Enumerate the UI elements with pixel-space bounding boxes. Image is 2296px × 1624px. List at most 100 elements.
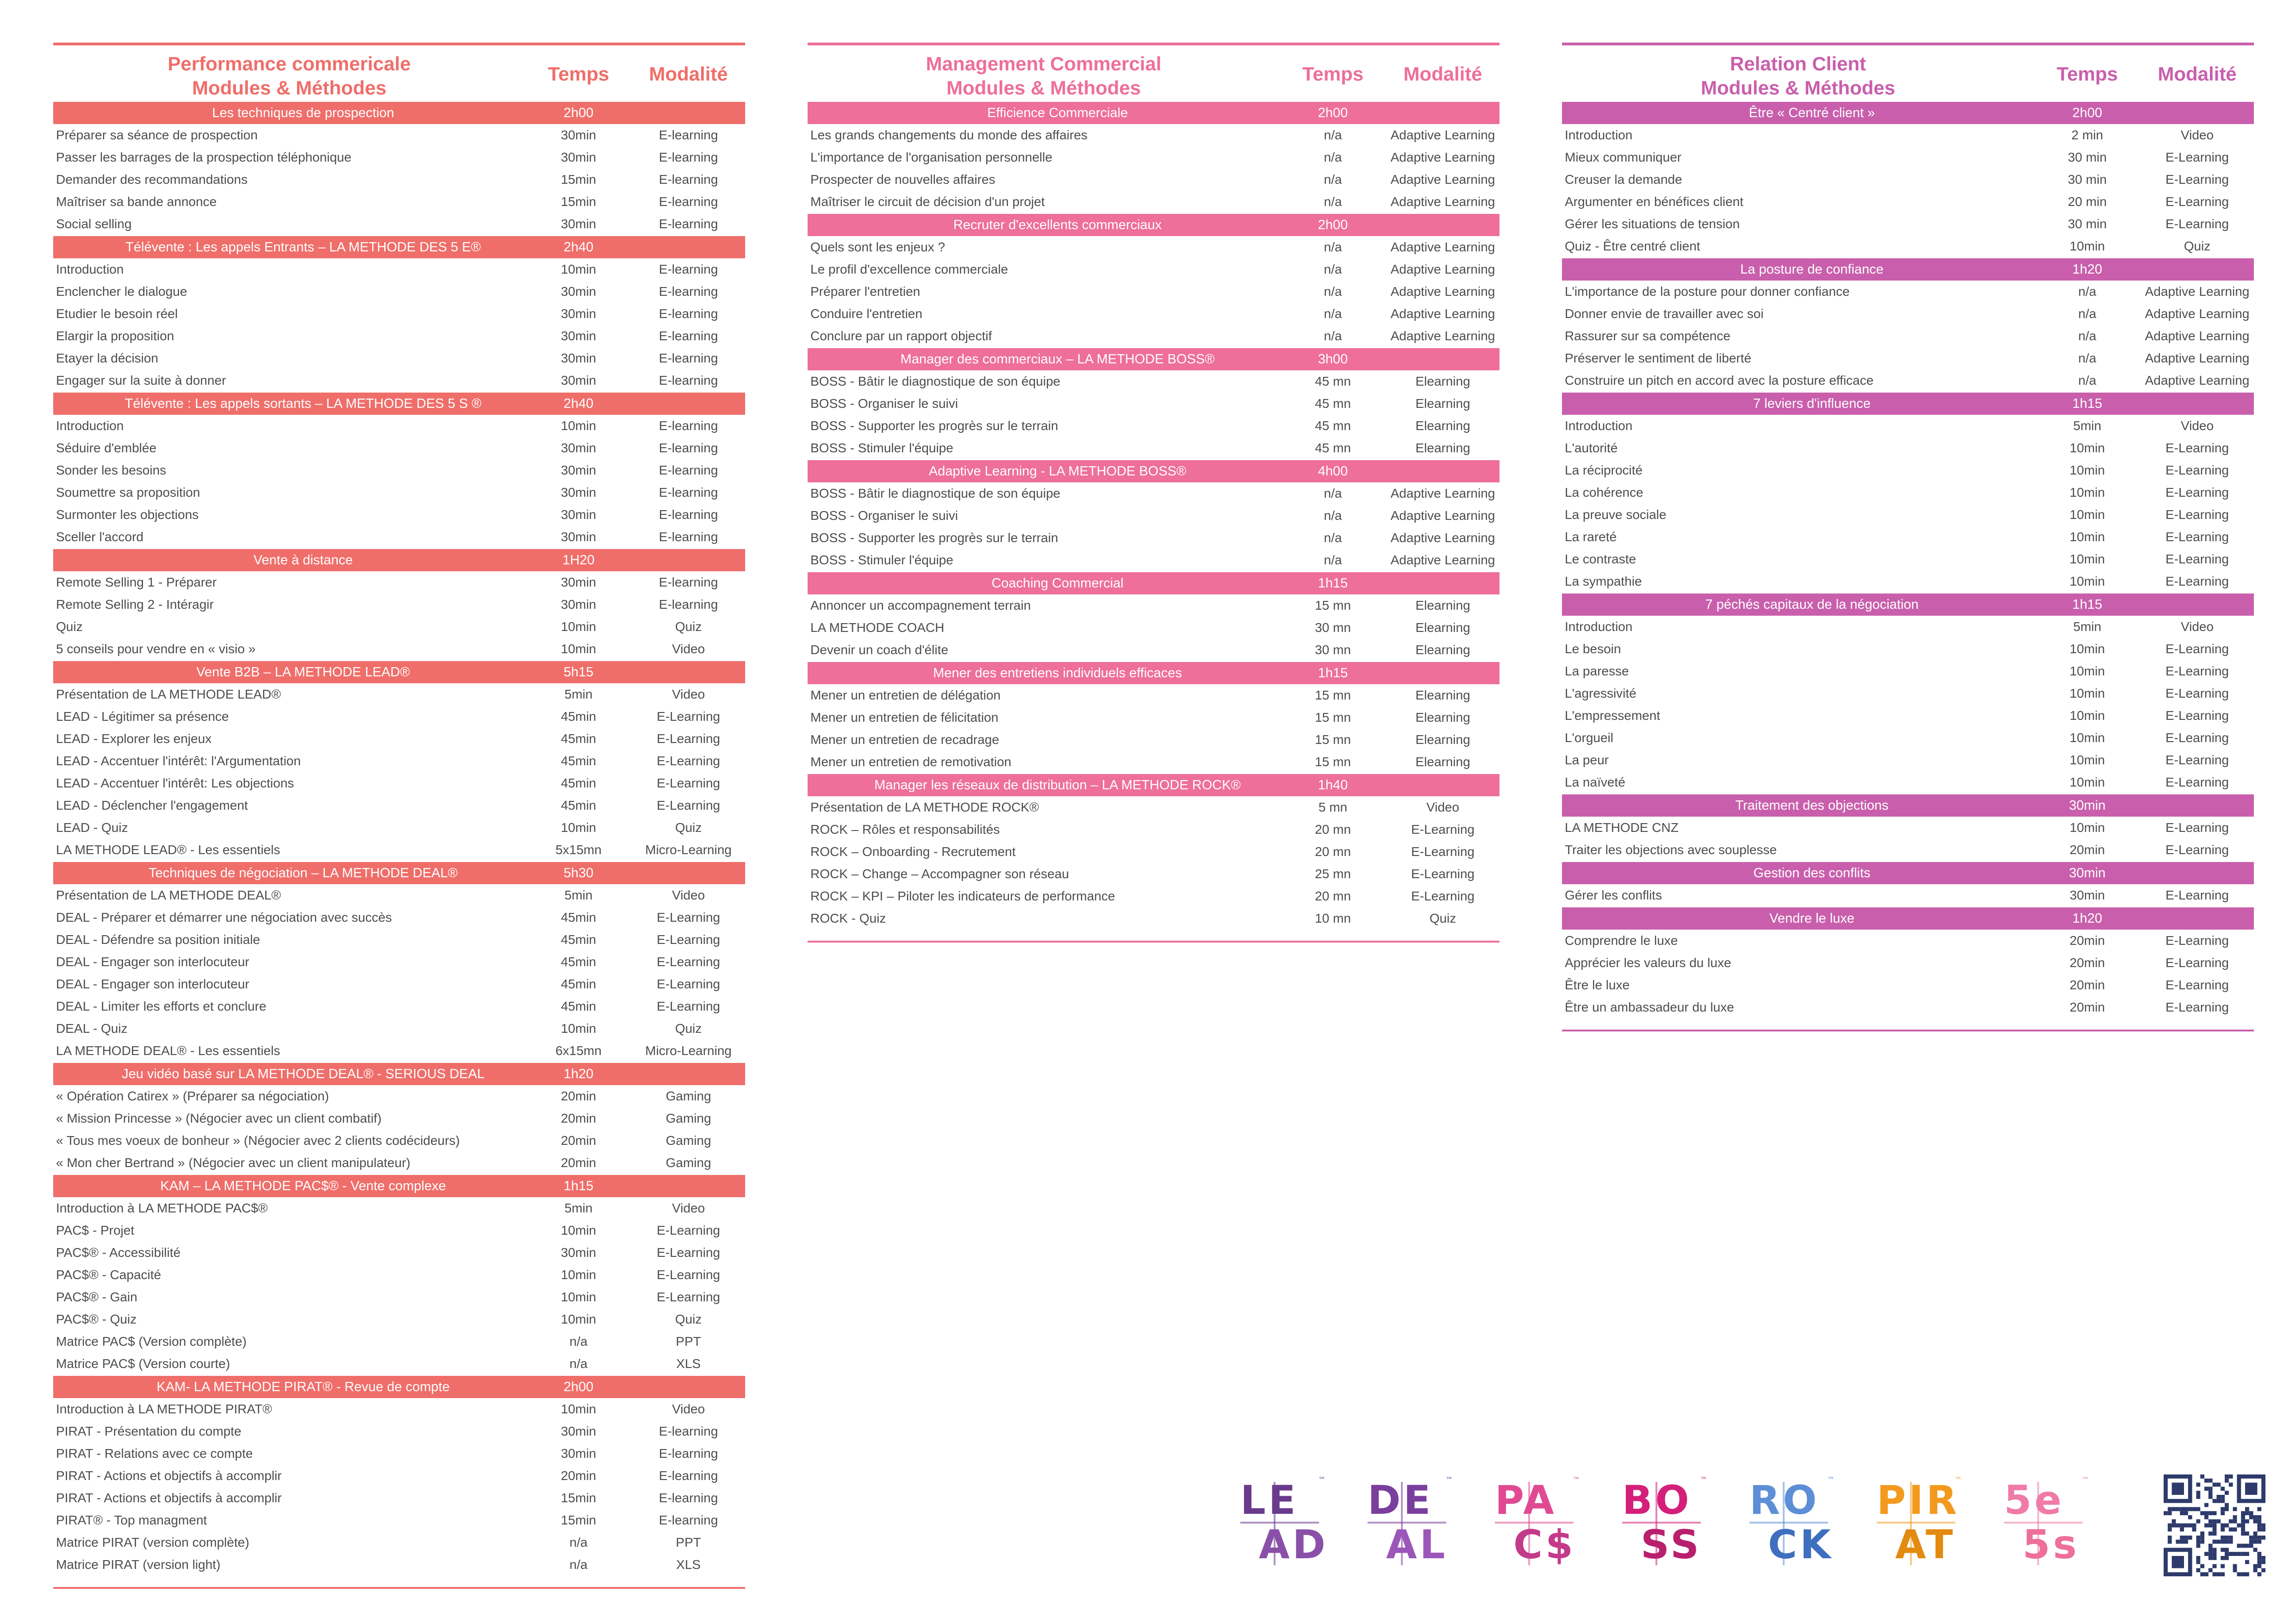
module-duration: 20min [560, 1111, 597, 1125]
module-label: Construire un pitch en accord avec la po… [1565, 373, 1874, 387]
section-title: Vente B2B – LA METHODE LEAD® [196, 665, 410, 680]
temps-header: Temps [548, 63, 610, 85]
module-duration: n/a [569, 1535, 588, 1549]
boss-logo: BO SS ™ [1622, 1476, 1707, 1572]
module-duration: 10min [2069, 530, 2105, 544]
module-duration: 10min [560, 1268, 597, 1282]
section-duration: 5h30 [563, 866, 594, 881]
module-modality: E-learning [659, 418, 718, 433]
module-modality: Elearning [1415, 688, 1470, 702]
module-duration: n/a [1324, 194, 1342, 209]
modalite-header: Modalité [1403, 63, 1482, 85]
module-label: Donner envie de travailler avec soi [1565, 306, 1764, 321]
module-label: Présentation de LA METHODE LEAD® [56, 687, 281, 701]
module-duration: 30min [560, 217, 597, 231]
logo-grid-line [1495, 1522, 1574, 1524]
module-row: DEAL - Limiter les efforts et conclure 45… [53, 995, 745, 1018]
module-duration: n/a [1324, 486, 1342, 500]
module-label: Remote Selling 1 - Préparer [56, 575, 217, 589]
module-duration: n/a [569, 1356, 588, 1371]
module-modality: Elearning [1415, 710, 1470, 725]
module-modality: E-learning [659, 507, 718, 522]
module-row: PIRAT - Relations avec ce compte 30min E-l… [53, 1443, 745, 1465]
module-label: Conduire l'entretien [810, 306, 922, 321]
module-modality: Adaptive Learning [2145, 329, 2250, 343]
column-title-line2: Modules & Méthodes [946, 77, 1141, 99]
module-modality: E-Learning [2165, 150, 2229, 164]
section-duration: 2h00 [2072, 106, 2103, 120]
logo-grid-line [1401, 1482, 1403, 1565]
section-header: 7 leviers d'influence 1h15 [1562, 393, 2254, 415]
module-label: DEAL - Engager son interlocuteur [56, 955, 249, 969]
section-header: Les techniques de prospection 2h00 [53, 102, 745, 124]
module-duration: 45 mn [1315, 396, 1351, 411]
module-modality: E-Learning [657, 798, 720, 812]
logo-grid-line [2037, 1482, 2039, 1565]
logo-grid-line [1368, 1522, 1446, 1524]
module-row: Maîtriser le circuit de décision d'un pr… [808, 191, 1500, 213]
section-duration: 1h15 [2072, 396, 2103, 411]
module-duration: n/a [1324, 531, 1342, 545]
section-duration: 2h40 [563, 240, 594, 255]
module-duration: 20min [560, 1133, 597, 1148]
section-duration: 1h40 [1318, 778, 1348, 793]
section-duration: 1h15 [563, 1179, 594, 1193]
module-label: Sonder les besoins [56, 463, 167, 477]
column-header: Management Commercial Modules & Méthodes T… [808, 43, 1500, 101]
module-duration: n/a [1324, 150, 1342, 164]
module-duration: 30 min [2067, 172, 2107, 187]
module-duration: 30 mn [1315, 620, 1351, 635]
module-duration: 20min [2069, 956, 2105, 970]
module-modality: Video [672, 642, 705, 656]
module-modality: Adaptive Learning [1390, 240, 1495, 254]
module-duration: 30min [560, 1424, 597, 1438]
module-duration: 10min [560, 1402, 597, 1416]
module-modality: Gaming [666, 1133, 711, 1148]
module-label: La peur [1565, 753, 1609, 767]
logo-line1: RO [1749, 1477, 1820, 1524]
module-label: Creuser la demande [1565, 172, 1682, 187]
module-row: Matrice PAC$ (Version courte) n/a XLS [53, 1353, 745, 1375]
module-row: PAC$® - Accessibilité 30min E-Learning [53, 1242, 745, 1264]
modalite-header: Modalité [2158, 63, 2237, 85]
module-row: Présentation de LA METHODE DEAL® 5min Vide… [53, 884, 745, 906]
module-modality: Adaptive Learning [1390, 306, 1495, 321]
module-label: DEAL - Quiz [56, 1021, 128, 1036]
module-duration: 30min [560, 441, 597, 455]
section-duration: 5h15 [563, 665, 594, 680]
module-label: Gérer les conflits [1565, 888, 1662, 902]
module-row: La naïveté 10min E-Learning [1562, 771, 2254, 793]
section-duration: 1h15 [2072, 597, 2103, 612]
module-duration: 10min [2069, 708, 2105, 723]
section-header: La posture de confiance 1h20 [1562, 258, 2254, 281]
module-row: ROCK – Change – Accompagner son réseau 25… [808, 863, 1500, 885]
module-row: BOSS - Bâtir le diagnostique de son équi… [808, 370, 1500, 393]
module-row: Engager sur la suite à donner 30min E-lear… [53, 369, 745, 392]
section-duration: 1h15 [1318, 576, 1348, 591]
section-header: Traitement des objections 30min [1562, 794, 2254, 817]
module-row: L'agressivité 10min E-Learning [1562, 682, 2254, 705]
section-header: Vendre le luxe 1h20 [1562, 907, 2254, 930]
module-modality: Adaptive Learning [1390, 150, 1495, 164]
module-label: La paresse [1565, 664, 1629, 678]
logo-line2: 5s [2022, 1522, 2080, 1568]
module-row: Introduction à LA METHODE PIRAT® 10min Vid… [53, 1398, 745, 1420]
module-label: Présentation de LA METHODE DEAL® [56, 888, 281, 902]
module-label: LEAD - Déclencher l'engagement [56, 798, 248, 812]
module-modality: E-learning [659, 194, 718, 209]
module-duration: n/a [1324, 240, 1342, 254]
module-modality: E-Learning [657, 999, 720, 1013]
module-row: Être un ambassadeur du luxe 20min E-Learni… [1562, 996, 2254, 1018]
module-label: Gérer les situations de tension [1565, 217, 1740, 231]
logo-line2: AL [1386, 1522, 1448, 1568]
section-header: Vente à distance 1H20 [53, 549, 745, 571]
module-duration: 10min [2069, 463, 2105, 477]
section-title: Télévente : Les appels sortants – LA MET… [124, 396, 482, 411]
module-modality: Elearning [1415, 732, 1470, 747]
section-title: Recruter d'excellents commerciaux [953, 218, 1162, 232]
module-modality: E-Learning [2165, 441, 2229, 455]
module-label: Maîtriser le circuit de décision d'un pr… [810, 194, 1045, 209]
module-label: L'orgueil [1565, 731, 1613, 745]
module-row: Quels sont les enjeux ? n/a Adaptive Learn… [808, 236, 1500, 258]
module-modality: Adaptive Learning [1390, 128, 1495, 142]
